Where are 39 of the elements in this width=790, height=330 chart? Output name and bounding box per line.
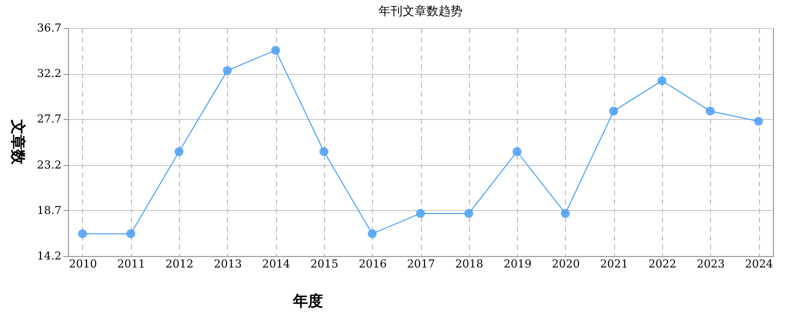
- point: [174, 147, 184, 156]
- point: [222, 66, 232, 76]
- x-tick-label: 2013: [214, 258, 242, 270]
- point: [609, 106, 618, 116]
- point: [754, 116, 763, 126]
- x-tick-label: 2018: [455, 258, 484, 270]
- point: [126, 229, 136, 238]
- point: [706, 106, 715, 116]
- x-axis-title: 年度: [292, 292, 323, 310]
- point: [657, 76, 666, 86]
- y-tick-label: 23.2: [37, 158, 62, 172]
- y-tick-label: 18.7: [37, 204, 62, 217]
- x-tick-label: 2017: [407, 258, 435, 270]
- point: [271, 46, 280, 55]
- point: [368, 229, 377, 238]
- x-tick-label: 2022: [648, 258, 676, 270]
- x-tick-label: 2021: [600, 258, 628, 270]
- x-tick-label: 2019: [504, 258, 532, 270]
- x-tick-label: 2015: [310, 258, 338, 270]
- x-tick-label: 2023: [696, 258, 725, 270]
- x-tick-label: 2012: [166, 258, 194, 270]
- point: [560, 208, 570, 218]
- x-tick-label: 2011: [117, 258, 146, 270]
- y-tick-label: 27.7: [37, 112, 62, 126]
- point: [78, 229, 87, 238]
- y-tick-label: 14.2: [37, 250, 62, 262]
- point: [416, 208, 425, 218]
- x-tick-label: 2016: [358, 258, 387, 270]
- point: [319, 147, 328, 156]
- point: [464, 208, 474, 218]
- chart-title: 年刊文章数趋势: [378, 4, 462, 18]
- x-tick-label: 2020: [552, 258, 580, 270]
- y-tick-label: 32.2: [37, 67, 62, 80]
- x-tick-label: 2014: [262, 258, 290, 270]
- x-tick-label: 2024: [745, 258, 774, 270]
- y-tick-label: 36.7: [37, 22, 62, 34]
- x-tick-label: 2010: [68, 258, 97, 270]
- y-axis-title: 文章数: [9, 118, 27, 166]
- point: [512, 147, 522, 156]
